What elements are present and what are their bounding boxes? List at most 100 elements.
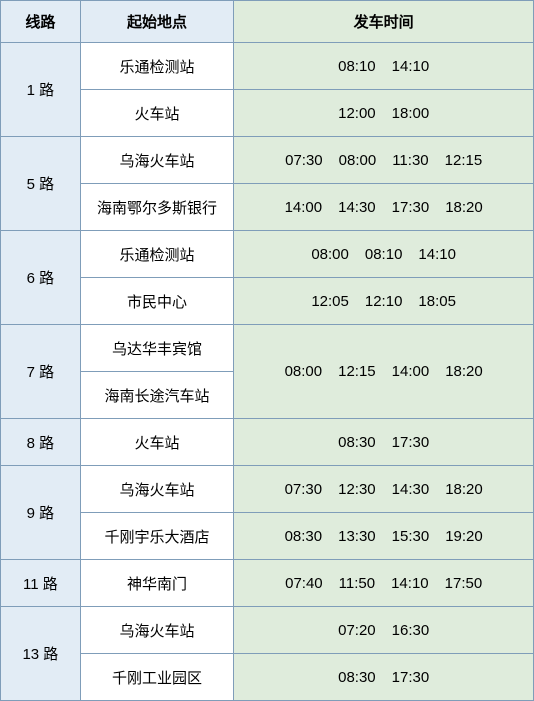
location-name: 海南鄂尔多斯银行 (80, 184, 234, 231)
location-name: 火车站 (80, 90, 234, 137)
header-route: 线路 (1, 1, 81, 43)
times-list: 08:30 17:30 (338, 434, 429, 451)
table-row: 市民中心 12:05 12:10 18:05 (1, 278, 534, 325)
header-time: 发车时间 (234, 1, 534, 43)
header-row: 线路 起始地点 发车时间 (1, 1, 534, 43)
time-value: 18:20 (445, 481, 483, 498)
header-location: 起始地点 (80, 1, 234, 43)
table-row: 13 路乌海火车站07:2016:30 (1, 607, 534, 654)
location-name: 市民中心 (80, 278, 234, 325)
time-value: 14:30 (338, 199, 376, 216)
departure-times: 07:30 12:30 14:30 18:20 (234, 466, 534, 513)
times-list: 12:05 12:10 18:05 (311, 293, 456, 310)
times-list: 08:10 14:10 (338, 58, 429, 75)
location-name: 乐通检测站 (80, 231, 234, 278)
table-row: 千刚工业园区 08:30 17:30 (1, 654, 534, 701)
times-list: 12:0018:00 (338, 105, 429, 122)
time-value: 08:30 (338, 434, 376, 451)
time-value: 18:20 (445, 199, 483, 216)
table-row: 1 路乐通检测站08:1014:10 (1, 43, 534, 90)
departure-times: 08:10 14:10 (234, 43, 534, 90)
route-name: 9 路 (1, 466, 81, 560)
location-name: 乌海火车站 (80, 607, 234, 654)
table-row: 火车站 12:0018:00 (1, 90, 534, 137)
location-name: 乐通检测站 (80, 43, 234, 90)
location-name: 乌海火车站 (80, 137, 234, 184)
departure-times: 07:2016:30 (234, 607, 534, 654)
time-value: 14:30 (392, 481, 430, 498)
location-name: 乌达华丰宾馆 (80, 325, 234, 372)
time-value: 15:30 (392, 528, 430, 545)
times-list: 14:0014:3017:3018:20 (285, 199, 483, 216)
departure-times: 08:30 17:30 (234, 419, 534, 466)
time-value: 07:30 (285, 481, 323, 498)
table-row: 6 路乐通检测站08:0008:1014:10 (1, 231, 534, 278)
time-value: 12:15 (445, 152, 483, 169)
time-value: 08:10 (365, 246, 403, 263)
time-value: 14:10 (391, 575, 429, 592)
location-name: 乌海火车站 (80, 466, 234, 513)
time-value: 17:30 (392, 199, 430, 216)
times-list: 07:30 12:30 14:30 18:20 (285, 481, 483, 498)
time-value: 11:50 (339, 575, 375, 592)
times-list: 07:2016:30 (338, 622, 429, 639)
times-list: 08:0008:1014:10 (311, 246, 456, 263)
time-value: 14:10 (392, 58, 430, 75)
departure-times: 14:0014:3017:3018:20 (234, 184, 534, 231)
departure-times: 12:0018:00 (234, 90, 534, 137)
time-value: 08:30 (338, 669, 376, 686)
times-list: 07:30 08:00 11:30 12:15 (285, 152, 482, 169)
route-name: 11 路 (1, 560, 81, 607)
time-value: 12:05 (311, 293, 349, 310)
location-name: 神华南门 (80, 560, 234, 607)
departure-times: 07:40 11:50 14:10 17:50 (234, 560, 534, 607)
location-name: 千刚宇乐大酒店 (80, 513, 234, 560)
time-value: 18:20 (445, 363, 483, 380)
time-value: 19:20 (445, 528, 483, 545)
time-value: 08:00 (285, 363, 323, 380)
time-value: 12:30 (338, 481, 376, 498)
location-name: 火车站 (80, 419, 234, 466)
time-value: 17:30 (392, 434, 430, 451)
time-value: 14:00 (392, 363, 430, 380)
time-value: 18:05 (418, 293, 456, 310)
time-value: 07:40 (285, 575, 323, 592)
departure-times: 07:30 08:00 11:30 12:15 (234, 137, 534, 184)
time-value: 13:30 (338, 528, 376, 545)
time-value: 17:30 (392, 669, 430, 686)
time-value: 12:15 (338, 363, 376, 380)
time-value: 08:00 (339, 152, 377, 169)
time-value: 08:00 (311, 246, 349, 263)
times-list: 08:00 12:15 14:00 18:20 (285, 363, 483, 380)
time-value: 16:30 (392, 622, 430, 639)
table-row: 5 路乌海火车站07:3008:0011:3012:15 (1, 137, 534, 184)
bus-schedule-table: 线路 起始地点 发车时间 1 路乐通检测站08:1014:10火车站12:001… (0, 0, 534, 701)
departure-times: 12:05 12:10 18:05 (234, 278, 534, 325)
table-row: 7 路乌达华丰宾馆08:0012:1514:0018:20 (1, 325, 534, 372)
time-value: 08:10 (338, 58, 376, 75)
table-row: 11 路神华南门 07:40 11:50 14:10 17:50 (1, 560, 534, 607)
time-value: 07:30 (285, 152, 323, 169)
location-name: 海南长途汽车站 (80, 372, 234, 419)
times-list: 07:40 11:50 14:10 17:50 (285, 575, 482, 592)
departure-times: 08:30 13:30 15:30 19:20 (234, 513, 534, 560)
table-row: 9 路乌海火车站07:3012:3014:3018:20 (1, 466, 534, 513)
time-value: 12:00 (338, 105, 376, 122)
times-list: 08:30 17:30 (338, 669, 429, 686)
table-row: 千刚宇乐大酒店 08:30 13:30 15:30 19:20 (1, 513, 534, 560)
route-name: 1 路 (1, 43, 81, 137)
time-value: 12:10 (365, 293, 403, 310)
route-name: 13 路 (1, 607, 81, 701)
time-value: 17:50 (445, 575, 483, 592)
location-name: 千刚工业园区 (80, 654, 234, 701)
departure-times: 08:0008:1014:10 (234, 231, 534, 278)
route-name: 8 路 (1, 419, 81, 466)
route-name: 6 路 (1, 231, 81, 325)
route-name: 7 路 (1, 325, 81, 419)
times-list: 08:30 13:30 15:30 19:20 (285, 528, 483, 545)
time-value: 11:30 (392, 152, 428, 169)
departure-times: 08:30 17:30 (234, 654, 534, 701)
time-value: 08:30 (285, 528, 323, 545)
table-body: 1 路乐通检测站08:1014:10火车站12:0018:005 路乌海火车站0… (1, 43, 534, 701)
route-name: 5 路 (1, 137, 81, 231)
